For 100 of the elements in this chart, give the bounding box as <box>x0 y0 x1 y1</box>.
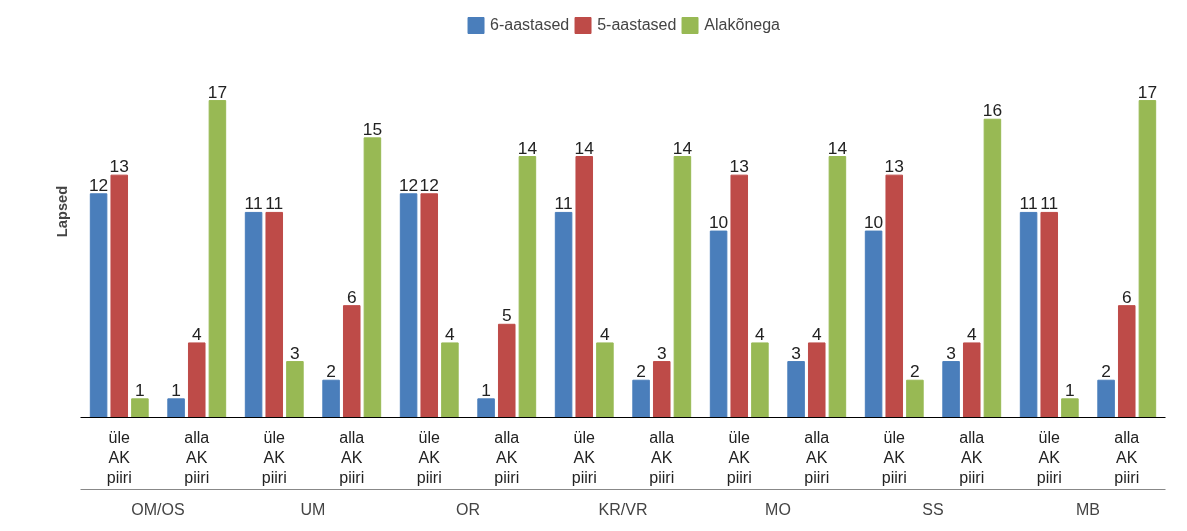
bar <box>244 211 263 418</box>
bar <box>265 211 284 418</box>
bar <box>420 193 439 418</box>
bar <box>167 398 185 418</box>
data-label: 1 <box>171 379 181 400</box>
bar <box>208 100 227 418</box>
data-label: 15 <box>362 118 383 139</box>
bar <box>885 174 904 418</box>
data-label: 3 <box>656 342 667 363</box>
data-label: 1 <box>1065 379 1075 400</box>
data-label: 1 <box>135 379 145 400</box>
bar <box>906 379 924 418</box>
legend-label: 6-aastased <box>490 16 570 34</box>
text: OR <box>456 500 480 518</box>
data-label: 3 <box>290 342 300 363</box>
data-label: 14 <box>827 137 848 158</box>
data-label: 13 <box>884 156 904 177</box>
data-label: 12 <box>88 174 109 195</box>
text: KR/VR <box>598 500 648 518</box>
bar <box>828 156 847 418</box>
bar <box>1040 211 1059 418</box>
data-label: 12 <box>398 174 419 195</box>
bar <box>652 361 671 418</box>
data-label: 11 <box>1019 193 1038 214</box>
bar <box>983 118 1002 418</box>
x-tick-label: alla AK piiri <box>649 428 675 487</box>
data-label: 6 <box>1121 286 1132 307</box>
data-label: 11 <box>265 193 284 214</box>
bar <box>554 211 573 418</box>
legend-label: 5-aastased <box>597 16 677 34</box>
data-label: 4 <box>445 323 456 344</box>
x-tick-label: üle AK piiri <box>261 428 287 487</box>
data-label: 4 <box>191 323 202 344</box>
data-label: 4 <box>600 323 611 344</box>
data-label: 11 <box>244 193 263 214</box>
data-label: 17 <box>1137 81 1158 102</box>
data-label: 13 <box>729 156 749 177</box>
bar <box>477 398 495 418</box>
x-tick-label: alla AK piiri <box>959 428 985 487</box>
data-label: 12 <box>419 174 439 195</box>
bar <box>575 156 594 418</box>
bar <box>709 230 728 418</box>
text: MB <box>1076 500 1100 518</box>
data-label: 4 <box>755 323 766 344</box>
bar <box>187 342 206 418</box>
bar <box>131 398 149 418</box>
data-label: 5 <box>501 305 512 326</box>
data-label: 10 <box>863 212 884 233</box>
x-tick-label: üle AK piiri <box>106 428 132 487</box>
bar <box>110 174 129 418</box>
data-label: 14 <box>672 137 693 158</box>
x-tick-label: alla AK piiri <box>1114 428 1140 487</box>
x-tick-label: üle AK piiri <box>1036 428 1062 487</box>
bar <box>518 156 537 418</box>
bar <box>864 230 883 418</box>
data-label: 11 <box>1040 193 1059 214</box>
bar <box>441 342 459 418</box>
data-label: 16 <box>982 100 1003 121</box>
data-label: 4 <box>811 323 822 344</box>
bar <box>632 379 650 418</box>
bar <box>942 361 960 418</box>
bar <box>673 156 692 418</box>
data-label: 2 <box>910 361 920 382</box>
data-label: 2 <box>1101 361 1111 382</box>
text: OM/OS <box>131 500 185 518</box>
data-label: 3 <box>791 342 801 363</box>
bar <box>342 305 361 418</box>
data-label: 3 <box>946 342 956 363</box>
bar <box>497 323 516 418</box>
bar <box>89 193 108 418</box>
y-axis-title: Lapsed <box>53 185 70 238</box>
data-label: 6 <box>346 286 357 307</box>
data-label: 14 <box>574 137 595 158</box>
bar <box>787 361 805 418</box>
text: SS <box>922 500 944 518</box>
bar <box>596 342 614 418</box>
bar <box>286 361 304 418</box>
data-label: 10 <box>708 212 729 233</box>
x-tick-label: üle AK piiri <box>571 428 597 487</box>
data-label: 2 <box>326 361 336 382</box>
x-tick-label: alla AK piiri <box>184 428 210 487</box>
bar <box>322 379 340 418</box>
data-label: 17 <box>207 81 228 102</box>
bar <box>1061 398 1079 418</box>
bar <box>363 137 382 418</box>
x-tick-label: alla AK piiri <box>494 428 520 487</box>
x-tick-label: alla AK piiri <box>339 428 365 487</box>
text: UM <box>300 500 326 518</box>
bar <box>962 342 981 418</box>
bar <box>1117 305 1136 418</box>
data-label: 13 <box>109 156 129 177</box>
x-tick-label: üle AK piiri <box>881 428 907 487</box>
bar <box>807 342 826 418</box>
text: MO <box>765 500 791 518</box>
bar <box>1138 100 1157 418</box>
data-label: 14 <box>517 137 538 158</box>
bar <box>1097 379 1115 418</box>
data-label: 4 <box>966 323 977 344</box>
bar <box>751 342 769 418</box>
x-tick-label: alla AK piiri <box>804 428 830 487</box>
